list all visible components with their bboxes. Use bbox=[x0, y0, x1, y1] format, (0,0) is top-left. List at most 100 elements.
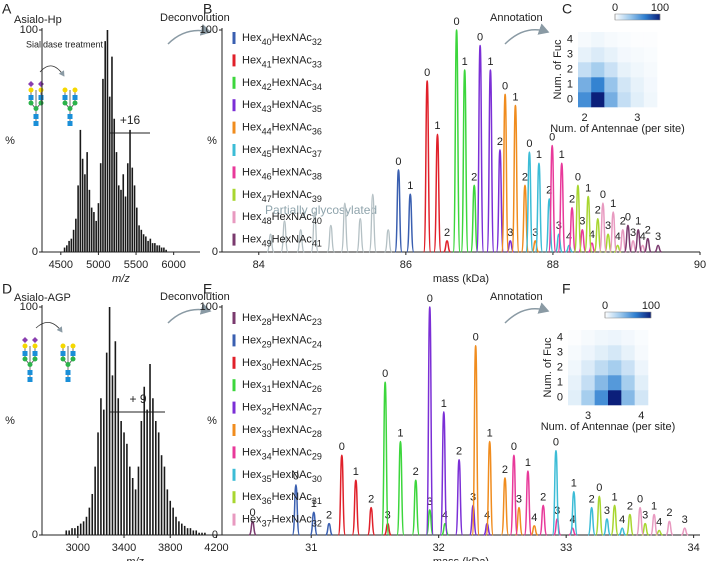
y-tick-label: 0 bbox=[32, 246, 38, 258]
peak bbox=[565, 244, 573, 253]
legend-text: HexNAc bbox=[272, 312, 313, 324]
arrow-label: Annotation bbox=[490, 12, 543, 24]
heatmap-cell bbox=[581, 345, 595, 361]
peak-label: 0 bbox=[293, 471, 299, 483]
heatmap-cell bbox=[604, 47, 618, 63]
peak-label: 4 bbox=[619, 514, 625, 526]
colorbar bbox=[604, 311, 652, 319]
legend-entry: Hex29HexNAc24 bbox=[242, 334, 322, 349]
peak bbox=[425, 509, 435, 536]
panel-title: Asialo-AGP bbox=[14, 292, 71, 304]
x-tick-label: 3400 bbox=[112, 542, 136, 554]
heatmap-cell bbox=[621, 390, 635, 406]
x-axis-label: Num. of Antennae (per site) bbox=[541, 421, 676, 433]
heatmap-cell bbox=[578, 77, 592, 93]
peak-label: 0 bbox=[477, 31, 483, 43]
heatmap-cell bbox=[568, 330, 582, 346]
peak bbox=[443, 240, 451, 253]
legend-text: Hex bbox=[242, 446, 262, 458]
legend-text: Hex bbox=[242, 379, 262, 391]
legend-entry: Hex33HexNAc28 bbox=[242, 424, 322, 439]
heatmap-cell bbox=[581, 330, 595, 346]
peak bbox=[486, 69, 495, 253]
heatmap-cell bbox=[594, 390, 609, 406]
peak-label: 3 bbox=[605, 220, 611, 232]
legend-entry: Hex48HexNAc40 bbox=[242, 211, 322, 226]
legend-text: HexNAc bbox=[272, 379, 313, 391]
peak-label: 3 bbox=[630, 227, 636, 239]
legend-subscript: 44 bbox=[262, 127, 272, 137]
note: Sialidase treatment bbox=[26, 39, 104, 49]
legend-entry: Hex45HexNAc37 bbox=[242, 144, 322, 159]
legend-subscript: 34 bbox=[312, 82, 322, 92]
peak bbox=[534, 162, 544, 253]
heatmap-cell bbox=[604, 92, 618, 108]
peak-label: 4 bbox=[589, 229, 595, 241]
peak-label: 3 bbox=[532, 227, 538, 239]
legend-subscript: 48 bbox=[262, 217, 272, 227]
panel-title: Asialo-Hp bbox=[14, 14, 62, 26]
legend-text: HexNAc bbox=[272, 32, 313, 44]
legend-subscript: 43 bbox=[262, 105, 272, 115]
legend-text: Hex bbox=[242, 77, 262, 89]
legend-text: Hex bbox=[242, 32, 262, 44]
legend-text: HexNAc bbox=[272, 99, 313, 111]
peak-label: 4 bbox=[531, 512, 537, 524]
peak-label: 1 bbox=[612, 491, 618, 503]
legend-text: Hex bbox=[242, 99, 262, 111]
x-axis-label: Num. of Antennae (per site) bbox=[550, 123, 685, 135]
legend-subscript: 45 bbox=[262, 149, 272, 159]
legend-entry: Hex36HexNAc31 bbox=[242, 491, 322, 506]
y-tick-label: 2 bbox=[557, 361, 563, 373]
peak-label: 3 bbox=[579, 216, 585, 228]
glycan-icon bbox=[60, 343, 76, 383]
peak bbox=[291, 484, 301, 536]
x-axis-label: m/z bbox=[126, 556, 144, 561]
peak bbox=[394, 169, 403, 253]
legend-subscript: 26 bbox=[312, 385, 322, 395]
legend-entry: Hex43HexNAc35 bbox=[242, 99, 322, 114]
heatmap-cell bbox=[594, 375, 609, 391]
x-tick-label: 33 bbox=[560, 542, 572, 554]
heatmap-cell bbox=[634, 360, 649, 376]
legend-subscript: 47 bbox=[262, 194, 272, 204]
legend-text: HexNAc bbox=[272, 77, 313, 89]
legend-subscript: 37 bbox=[262, 519, 272, 529]
peak bbox=[406, 193, 415, 253]
peak bbox=[552, 518, 562, 536]
heatmap-cell bbox=[621, 375, 635, 391]
peak bbox=[629, 240, 637, 253]
y-axis-label: % bbox=[5, 135, 15, 147]
legend-subscript: 35 bbox=[312, 105, 322, 115]
y-tick-label: 0 bbox=[212, 246, 218, 258]
peak bbox=[598, 202, 608, 253]
peak bbox=[593, 217, 603, 253]
peak bbox=[643, 237, 652, 253]
heatmap-cell bbox=[643, 62, 658, 78]
legend-entry: Hex31HexNAc26 bbox=[242, 379, 322, 394]
legend-entry: Hex47HexNAc39 bbox=[242, 189, 322, 204]
peak bbox=[665, 520, 674, 536]
process-arrow bbox=[167, 23, 212, 45]
x-tick-label: 88 bbox=[547, 259, 559, 271]
x-tick-label: 86 bbox=[400, 259, 412, 271]
legend-entry: Hex46HexNAc38 bbox=[242, 166, 322, 181]
peak bbox=[475, 44, 485, 253]
peak-label: 3 bbox=[507, 227, 513, 239]
peak bbox=[396, 440, 405, 536]
peak-label: 0 bbox=[473, 332, 479, 344]
peak bbox=[460, 69, 469, 253]
x-axis-label: mass (kDa) bbox=[433, 273, 489, 285]
legend-text: HexNAc bbox=[272, 469, 313, 481]
x-tick-label: 3 bbox=[585, 410, 591, 422]
peak bbox=[380, 381, 390, 536]
heatmap-cell bbox=[591, 47, 605, 63]
glycan-icon bbox=[62, 87, 78, 127]
peak bbox=[554, 233, 564, 253]
legend-subscript: 33 bbox=[312, 60, 322, 70]
arrow-label: Deconvolution bbox=[160, 12, 230, 24]
peak-label: 4 bbox=[566, 231, 572, 243]
heatmap-cell bbox=[643, 92, 658, 108]
peak-label: 1 bbox=[536, 149, 542, 161]
heatmap-cell bbox=[568, 360, 582, 376]
